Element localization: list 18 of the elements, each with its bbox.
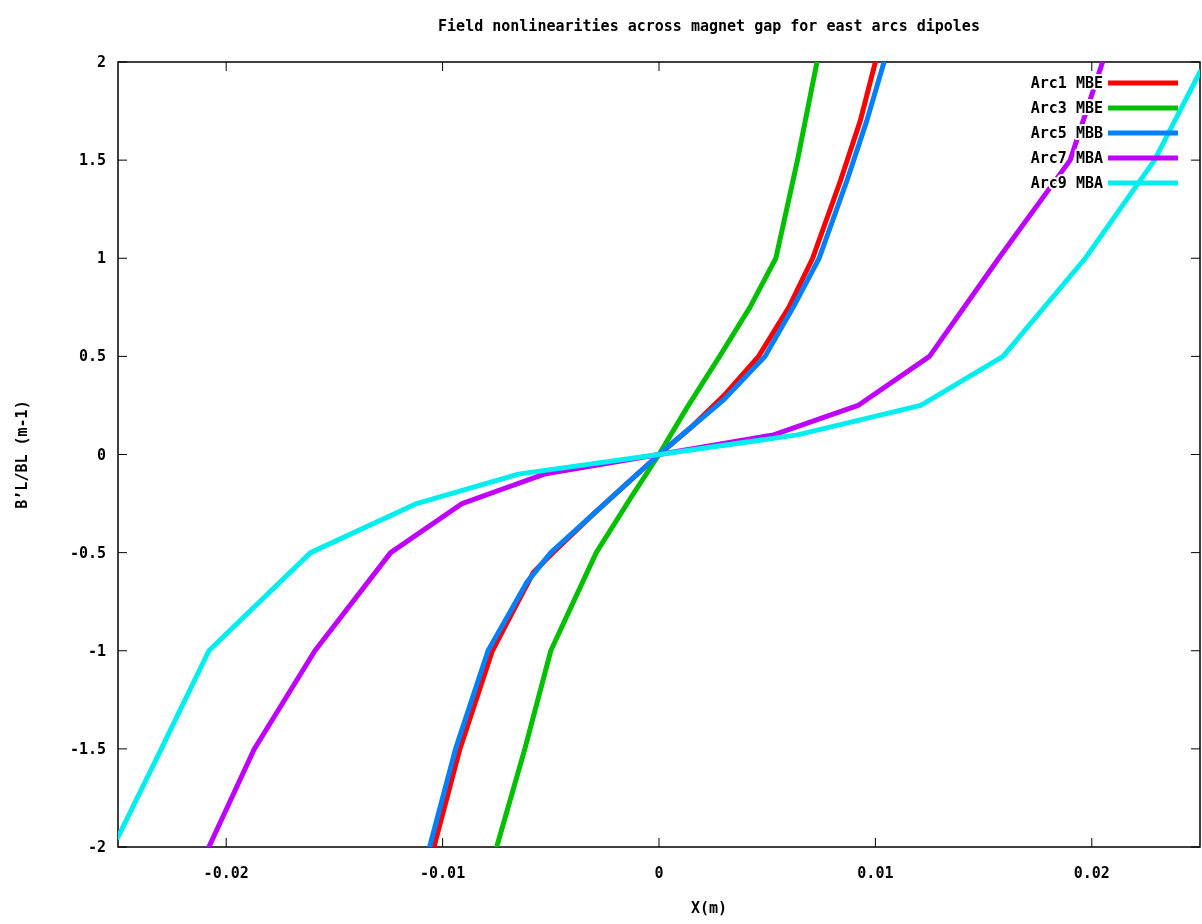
x-tick-label: 0.02: [1073, 864, 1110, 882]
x-tick-label: 0.01: [857, 864, 894, 882]
y-tick-label: 0.5: [78, 347, 106, 366]
x-tick-label: 0: [654, 864, 664, 882]
x-tick-label: -0.01: [420, 864, 466, 882]
x-axis-title: X(m): [690, 899, 728, 917]
y-tick-label: -2: [87, 838, 106, 856]
y-tick-label: 1: [96, 249, 106, 268]
y-tick-label: 1.5: [78, 151, 106, 170]
y-tick-label: -1: [87, 641, 106, 660]
legend-label: Arc7 MBA: [1030, 149, 1103, 167]
y-tick-label: 2: [96, 53, 106, 71]
y-axis-title: B’L/BL (m-1): [13, 400, 31, 509]
y-tick-label: 0: [96, 445, 106, 464]
y-tick-label: -0.5: [69, 543, 106, 562]
x-tick-label: -0.02: [203, 864, 249, 882]
y-tick-label: -1.5: [69, 739, 106, 758]
chart-title: Field nonlinearities across magnet gap for east arcs dipoles: [438, 17, 980, 35]
